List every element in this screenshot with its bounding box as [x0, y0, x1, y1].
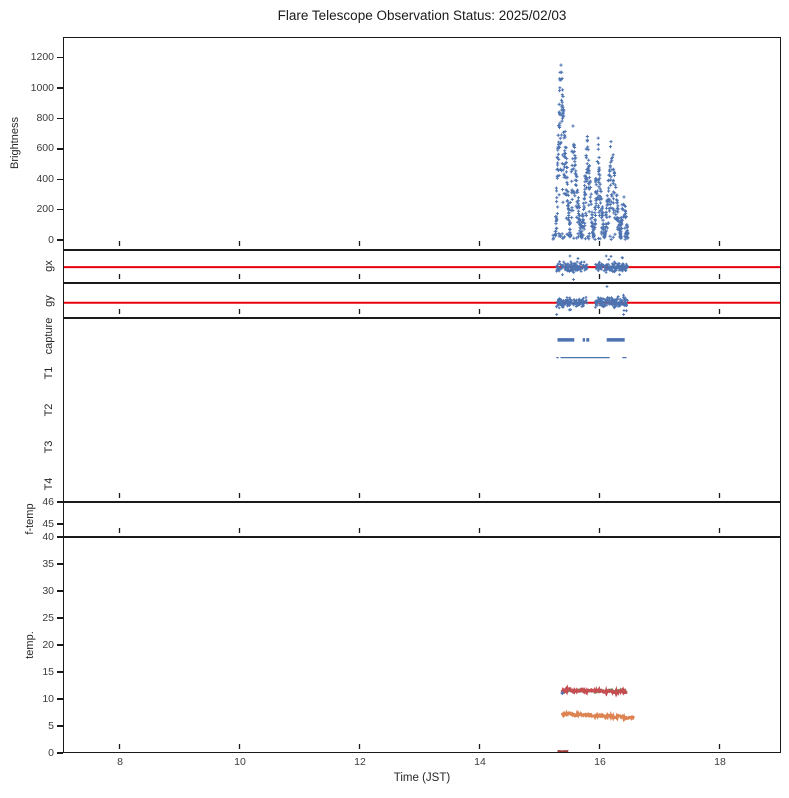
row-label-t2: T2 — [43, 403, 55, 417]
x-tick-marks — [118, 493, 721, 498]
y-tick-mark — [57, 239, 63, 241]
panel-gy-canvas — [64, 285, 780, 316]
temp-series-orange — [560, 709, 636, 723]
x-tick-label: 10 — [234, 756, 246, 768]
y-tick-label-temp: 35 — [42, 557, 54, 570]
y-tick-mark — [57, 644, 63, 646]
gy-scatter — [555, 285, 629, 316]
x-tick-marks — [118, 241, 721, 246]
panel-capture — [63, 318, 781, 502]
y-tick-mark — [57, 590, 63, 592]
y-tick-mark — [57, 725, 63, 727]
y-tick-label-brightness: 600 — [36, 142, 54, 155]
row-label-t4: T4 — [43, 477, 55, 491]
y-tick-mark — [57, 752, 63, 754]
y-tick-mark — [57, 617, 63, 619]
y-tick-label-brightness: 800 — [36, 111, 54, 124]
y-tick-label-ftemp: 46 — [42, 496, 54, 508]
panel-gx — [63, 250, 781, 283]
y-tick-mark — [57, 501, 63, 503]
panel-brightness — [63, 37, 781, 250]
y-tick-mark — [57, 698, 63, 700]
x-tick-label: 18 — [714, 756, 726, 768]
y-tick-mark — [57, 563, 63, 565]
panel-brightness-canvas — [118, 63, 721, 246]
y-tick-mark — [57, 178, 63, 180]
temp-series-red — [560, 684, 628, 698]
y-tick-label-brightness: 0 — [48, 233, 54, 246]
y-tick-label-temp: 10 — [42, 692, 54, 705]
y-tick-label-temp: 25 — [42, 611, 54, 624]
row-label-capture: capture — [43, 318, 55, 355]
y-tick-mark — [57, 671, 63, 673]
y-tick-label-brightness: 400 — [36, 172, 54, 185]
row-label-t3: T3 — [43, 440, 55, 454]
x-tick-marks — [118, 274, 721, 279]
panel-gx-canvas — [64, 254, 780, 281]
brightness-scatter — [551, 63, 630, 242]
x-tick-marks — [118, 309, 721, 314]
panel-ftemp-canvas — [118, 528, 721, 533]
y-tick-mark — [57, 87, 63, 89]
x-tick-marks — [118, 528, 721, 533]
y-tick-label-temp: 0 — [48, 746, 54, 759]
y-tick-label-temp: 30 — [42, 584, 54, 597]
x-tick-label: 16 — [594, 756, 606, 768]
panel-temp — [63, 537, 781, 753]
y-tick-mark — [57, 523, 63, 525]
y-tick-mark — [57, 56, 63, 59]
y-tick-label-temp: 5 — [48, 719, 54, 732]
row-label-t1: T1 — [43, 366, 55, 380]
y-tick-label-temp: 40 — [42, 530, 54, 543]
temp-blue-point — [560, 691, 565, 695]
xlabel-time-jst: Time (JST) — [393, 772, 451, 784]
y-tick-label-temp: 15 — [42, 665, 54, 678]
y-tick-label-temp: 20 — [42, 638, 54, 651]
panel-gy — [63, 283, 781, 318]
y-tick-label-brightness: 1200 — [30, 51, 54, 63]
y-tick-mark — [57, 117, 63, 120]
panel-capture-canvas — [118, 338, 721, 498]
y-tick-mark — [57, 208, 63, 211]
chart-title: Flare Telescope Observation Status: 2025… — [277, 8, 567, 23]
y-tick-label-brightness: 200 — [36, 203, 54, 216]
y-tick-label-brightness: 1000 — [30, 81, 54, 94]
y-tick-mark — [57, 148, 63, 150]
x-tick-label: 8 — [117, 756, 123, 768]
x-tick-label: 12 — [354, 756, 366, 768]
x-tick-label: 14 — [474, 756, 486, 768]
panel-temp-canvas — [118, 684, 721, 752]
ylabel-gy: gy — [43, 295, 55, 307]
y-tick-label-ftemp: 45 — [42, 518, 54, 530]
panel-ftemp — [63, 502, 781, 537]
ylabel-gx: gx — [43, 260, 55, 272]
y-tick-mark — [57, 536, 63, 538]
x-tick-marks — [118, 744, 721, 749]
gx-scatter — [555, 254, 629, 281]
